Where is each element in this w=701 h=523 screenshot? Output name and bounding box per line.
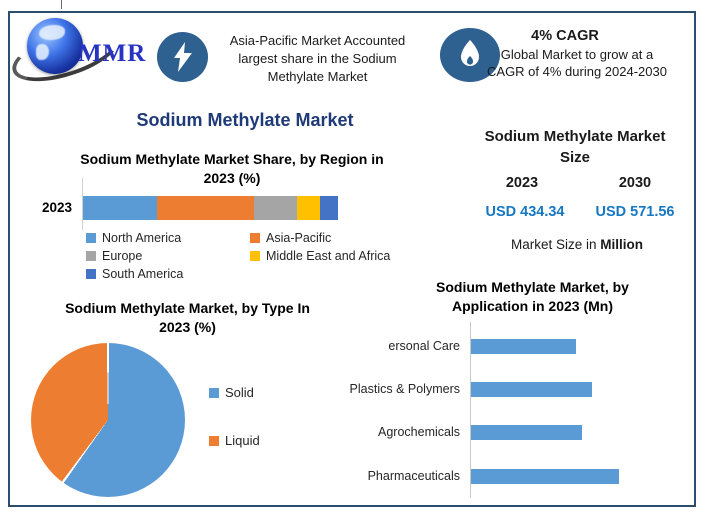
region-segment-north-america: [83, 196, 157, 220]
market-size-caption: Market Size in Million: [510, 237, 644, 252]
region-segment-south-america: [320, 196, 338, 220]
type-chart-title: Sodium Methylate Market, by Type In 2023…: [65, 300, 310, 335]
legend-item-middle-east-and-africa: Middle East and Africa: [250, 249, 420, 263]
lightning-badge: [157, 32, 208, 82]
application-bar-agrochemicals: [471, 425, 582, 440]
region-stacked-bar: [83, 196, 338, 220]
legend-item-south-america: South America: [86, 267, 250, 281]
legend-swatch: [250, 251, 260, 261]
application-label-agrochemicals: Agrochemicals: [378, 425, 460, 439]
highlight-text: Asia-Pacific Market Accounted largest sh…: [229, 33, 406, 84]
lightning-bolt-icon: [173, 42, 192, 72]
pie-legend-liquid: Liquid: [209, 433, 260, 448]
page-title: Sodium Methylate Market: [136, 110, 354, 130]
cagr-title: 4% CAGR: [531, 28, 599, 44]
flame-badge: [440, 28, 500, 82]
pie-legend-solid: Solid: [209, 385, 254, 400]
region-chart-title: Sodium Methylate Market Share, by Region…: [80, 151, 384, 186]
region-chart-legend: North America Asia-Pacific Europe Middle Ea…: [86, 231, 421, 281]
region-segment-asia-pacific: [156, 196, 254, 220]
market-size-year-2023: 2023: [505, 175, 539, 191]
application-label-ersonal-care: ersonal Care: [388, 339, 460, 353]
legend-item-europe: Europe: [86, 249, 250, 263]
liquid-legend-swatch: [209, 435, 219, 446]
legend-swatch: [86, 269, 96, 279]
globe-icon: [27, 18, 83, 74]
market-size-value-2023: USD 434.34: [485, 204, 565, 220]
cagr-text: Global Market to grow at a CAGR of 4% du…: [487, 47, 667, 79]
application-bar-pharmaceuticals: [471, 469, 619, 484]
flame-icon: [461, 40, 479, 66]
legend-swatch: [250, 233, 260, 243]
application-chart-axis: [470, 322, 471, 498]
market-size-value-2030: USD 571.56: [595, 204, 675, 220]
crop-mark: [61, 0, 62, 9]
logo-text: MMR: [78, 40, 147, 67]
market-size-title: Sodium Methylate Market Size: [484, 128, 666, 166]
region-segment-middle-east-and-africa: [297, 196, 321, 220]
market-size-year-2030: 2030: [618, 175, 652, 191]
legend-item-asia-pacific: Asia-Pacific: [250, 231, 420, 245]
region-chart-category-label: 2023: [41, 200, 72, 215]
region-segment-europe: [253, 196, 298, 220]
application-bar-plastics-polymers: [471, 382, 592, 397]
legend-swatch: [86, 251, 96, 261]
solid-legend-swatch: [209, 387, 219, 398]
legend-swatch: [86, 233, 96, 243]
application-label-plastics-polymers: Plastics & Polymers: [349, 382, 460, 396]
region-chart-axis: [82, 178, 83, 230]
application-label-pharmaceuticals: Pharmaceuticals: [367, 469, 460, 483]
type-pie-chart: [31, 343, 185, 497]
legend-item-north-america: North America: [86, 231, 250, 245]
mmr-logo: MMR: [5, 14, 147, 93]
application-chart-title: Sodium Methylate Market, by Application …: [436, 279, 629, 314]
application-bar-ersonal-care: [471, 339, 576, 354]
